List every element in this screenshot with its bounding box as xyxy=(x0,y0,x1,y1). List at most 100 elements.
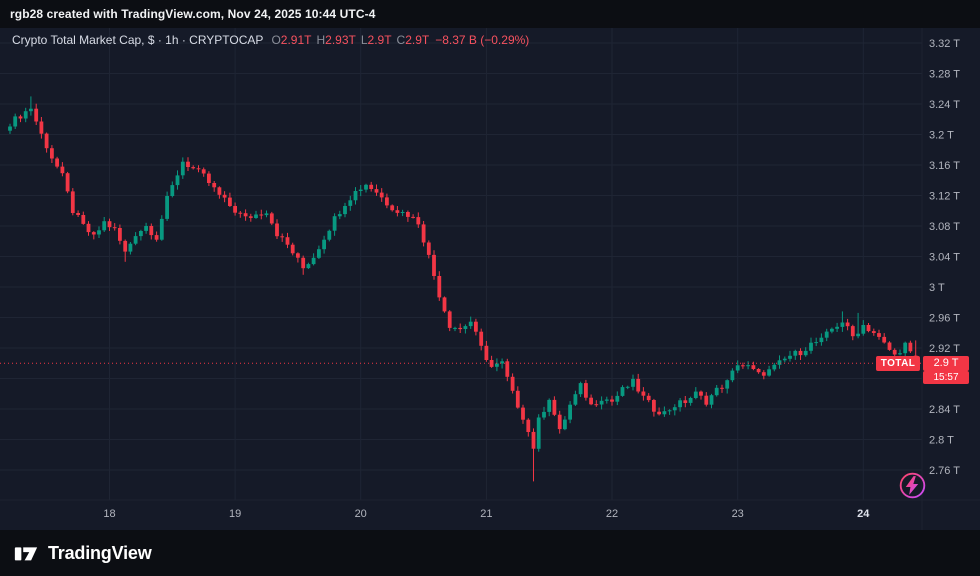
time-tick-label: 22 xyxy=(606,508,618,520)
candle-up xyxy=(714,387,719,396)
candle-up xyxy=(782,358,787,361)
candle-down xyxy=(149,226,154,236)
price-tick-label: 3.16 T xyxy=(929,160,960,172)
candle-down xyxy=(369,184,374,189)
candle-down xyxy=(406,212,410,217)
candle-down xyxy=(652,400,656,412)
candle-up xyxy=(625,386,630,388)
high-label: H xyxy=(316,33,326,47)
candle-down xyxy=(65,173,70,192)
tradingview-logo-icon[interactable] xyxy=(13,540,39,566)
candle-up xyxy=(631,378,635,387)
candle-down xyxy=(374,189,379,193)
symbol-price-flag: TOTAL xyxy=(876,355,920,371)
candle-down xyxy=(882,336,887,343)
candle-down xyxy=(421,224,426,243)
candle-up xyxy=(568,404,572,420)
candle-up xyxy=(615,395,620,402)
price-tick-label: 2.84 T xyxy=(929,404,960,416)
candle-up xyxy=(903,342,908,354)
candle-down xyxy=(584,383,588,398)
candle-up xyxy=(400,212,405,213)
candle-up xyxy=(777,360,782,365)
candle-down xyxy=(447,311,452,328)
candle-down xyxy=(186,161,190,167)
candle-down xyxy=(699,391,703,396)
candle-up xyxy=(29,108,33,112)
current-price-label: 2.9 T xyxy=(923,355,969,371)
candle-down xyxy=(76,213,80,215)
candle-up xyxy=(803,350,808,356)
candle-up xyxy=(709,395,714,405)
candle-up xyxy=(735,365,740,371)
candle-up xyxy=(364,184,368,190)
candle-up xyxy=(536,417,541,449)
candle-up xyxy=(264,213,269,216)
candle-up xyxy=(578,383,583,395)
time-tick-label: 19 xyxy=(229,508,241,520)
price-tick-label: 2.76 T xyxy=(929,465,960,477)
candle-down xyxy=(589,397,593,405)
candle-up xyxy=(165,196,169,219)
candle-up xyxy=(144,226,148,231)
candle-up xyxy=(500,361,504,364)
candle-down xyxy=(196,168,201,170)
candle-down xyxy=(70,191,75,213)
candle-up xyxy=(542,411,546,418)
candle-down xyxy=(201,169,206,174)
candle-down xyxy=(871,331,876,333)
candle-up xyxy=(620,387,625,396)
candle-down xyxy=(505,361,510,377)
candle-down xyxy=(222,194,227,198)
candle-down xyxy=(877,333,881,337)
candle-down xyxy=(44,133,49,149)
candle-down xyxy=(228,197,232,206)
candle-down xyxy=(18,116,23,119)
candle-down xyxy=(720,387,724,389)
candle-up xyxy=(175,175,180,186)
candle-down xyxy=(741,365,745,367)
candle-down xyxy=(756,369,761,373)
candle-down xyxy=(86,223,91,233)
candle-down xyxy=(892,349,897,355)
candle-up xyxy=(856,333,860,337)
ohlc-readout: O2.91T H2.93T L2.9T C2.9T −8.37 B (−0.29%) xyxy=(271,33,529,47)
candle-up xyxy=(672,407,677,411)
candle-up xyxy=(468,321,473,327)
candle-down xyxy=(610,399,614,402)
bar-countdown-label: 15:57 xyxy=(923,370,969,384)
candle-down xyxy=(798,350,803,356)
candle-up xyxy=(788,355,792,359)
boost-button[interactable] xyxy=(898,471,927,500)
price-tick-label: 3.04 T xyxy=(929,251,960,263)
candle-down xyxy=(191,167,196,169)
brand-wordmark[interactable]: TradingView xyxy=(48,542,152,563)
candle-down xyxy=(761,372,766,376)
candle-up xyxy=(725,380,730,389)
candlestick-chart[interactable]: 3.32 T 3.28 T 3.24 T 3.2 T 3.16 T 3.12 T 3.08 … xyxy=(0,0,980,530)
candle-up xyxy=(322,239,326,250)
price-tick-label: 3.2 T xyxy=(929,129,954,141)
candle-up xyxy=(353,191,358,201)
symbol-title[interactable]: Crypto Total Market Cap, $ · 1h · CRYPTO… xyxy=(12,33,264,47)
candle-up xyxy=(8,126,12,131)
candle-up xyxy=(814,342,819,344)
candle-down xyxy=(248,216,253,218)
time-tick-label: 20 xyxy=(355,508,367,520)
candle-up xyxy=(13,116,18,127)
candle-down xyxy=(557,414,562,430)
candle-down xyxy=(489,360,494,367)
price-tick-label: 3.12 T xyxy=(929,190,960,202)
candle-down xyxy=(437,276,442,298)
candle-up xyxy=(604,399,609,401)
open-label: O xyxy=(271,33,281,47)
candle-down xyxy=(641,391,646,396)
chart-legend: Crypto Total Market Cap, $ · 1h · CRYPTO… xyxy=(12,33,529,47)
candle-down xyxy=(552,399,557,415)
price-tick-label: 3 T xyxy=(929,282,945,294)
candle-up xyxy=(170,185,175,196)
candle-up xyxy=(693,391,698,398)
candle-up xyxy=(317,249,321,258)
candle-down xyxy=(238,212,243,214)
